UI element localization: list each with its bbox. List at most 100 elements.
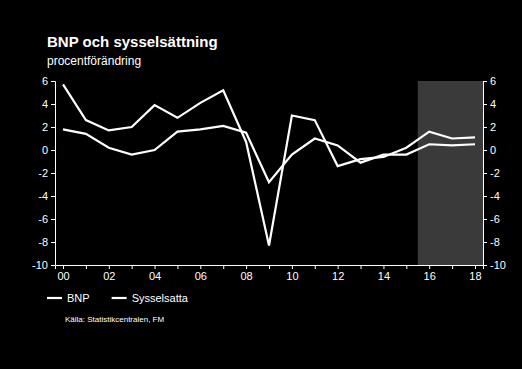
- tick-mark: [223, 265, 224, 269]
- title: BNP och sysselsättning: [47, 33, 218, 50]
- tick: -10: [483, 259, 506, 271]
- tick: -8: [483, 236, 500, 248]
- tick: 4: [483, 98, 496, 110]
- tick-mark: [63, 265, 64, 269]
- tick-mark: [406, 265, 407, 269]
- tick: 4: [42, 98, 55, 110]
- tick-label: 18: [469, 270, 481, 282]
- tick-mark: [361, 265, 362, 269]
- tick: -4: [38, 190, 55, 202]
- legend-swatch: [47, 297, 62, 299]
- tick-label: -6: [38, 213, 48, 225]
- tick-mark: [51, 265, 55, 266]
- tick: [177, 265, 178, 269]
- tick-label: -8: [490, 236, 500, 248]
- tick-mark: [483, 104, 487, 105]
- axis-line: [51, 82, 56, 266]
- tick: [223, 265, 224, 269]
- tick-label: -6: [490, 213, 500, 225]
- tick-label: 0: [42, 144, 48, 156]
- tick-label: 04: [149, 270, 161, 282]
- tick-mark: [483, 127, 487, 128]
- tick-mark: [86, 265, 87, 269]
- frame: [55, 81, 483, 82]
- chart: BNP och sysselsättningprocentförändring0…: [0, 0, 522, 369]
- x-axis: 00 02 04 06 08 10 12 14 16 18: [56, 265, 484, 282]
- tick: 14: [378, 265, 390, 282]
- tick-label: 2: [490, 121, 496, 133]
- legend: BNPSysselsatta: [47, 292, 189, 304]
- forecast-area: [418, 81, 483, 265]
- tick-mark: [315, 265, 316, 269]
- tick-label: 10: [286, 270, 298, 282]
- tick-mark: [132, 265, 133, 269]
- tick-mark: [51, 219, 55, 220]
- tick-mark: [292, 265, 293, 269]
- axis-line: [484, 82, 488, 266]
- tick-label: -10: [490, 259, 506, 271]
- tick: [132, 265, 133, 269]
- tick-mark: [51, 104, 55, 105]
- source: Källa: Statistikcentralen, FM: [65, 315, 164, 324]
- tick-mark: [177, 265, 178, 269]
- tick-mark: [483, 173, 487, 174]
- tick-label: 4: [42, 98, 48, 110]
- tick: 2: [483, 121, 496, 133]
- tick-label: -2: [38, 167, 48, 179]
- line-series: [63, 84, 475, 245]
- tick: 02: [103, 265, 115, 282]
- tick-mark: [483, 242, 487, 243]
- tick-mark: [475, 265, 476, 269]
- tick: 16: [424, 265, 436, 282]
- tick: -4: [483, 190, 500, 202]
- tick-label: 6: [490, 75, 496, 87]
- tick: 0: [42, 144, 55, 156]
- tick-mark: [429, 265, 430, 269]
- tick-mark: [51, 242, 55, 243]
- tick: -8: [38, 236, 55, 248]
- tick-mark: [483, 219, 487, 220]
- tick-mark: [246, 265, 247, 269]
- tick: 6: [42, 75, 55, 87]
- legend-label: Sysselsatta: [132, 292, 189, 304]
- tick-label: 4: [490, 98, 496, 110]
- tick: 18: [469, 265, 481, 282]
- tick: 6: [483, 75, 496, 87]
- tick-mark: [200, 265, 201, 269]
- tick-mark: [269, 265, 270, 269]
- tick-label: 16: [424, 270, 436, 282]
- tick: 10: [286, 265, 298, 282]
- tick-mark: [51, 127, 55, 128]
- tick-mark: [383, 265, 384, 269]
- tick-label: -8: [38, 236, 48, 248]
- tick-mark: [483, 150, 487, 151]
- tick-mark: [483, 81, 487, 82]
- tick-label: 2: [42, 121, 48, 133]
- tick: -2: [483, 167, 500, 179]
- tick-label: -10: [32, 259, 48, 271]
- y2-axis: -10-8-6-4-20246: [483, 75, 506, 271]
- tick-mark: [452, 265, 453, 269]
- tick: 2: [42, 121, 55, 133]
- tick-label: 06: [195, 270, 207, 282]
- tick-mark: [109, 265, 110, 269]
- tick: [269, 265, 270, 269]
- tick-label: 6: [42, 75, 48, 87]
- legend-swatch: [112, 297, 127, 299]
- tick: -10: [32, 259, 55, 271]
- tick: 12: [332, 265, 344, 282]
- tick-label: 08: [240, 270, 252, 282]
- tick: [452, 265, 453, 269]
- tick: 08: [240, 265, 252, 282]
- plot-area: [63, 84, 475, 245]
- line-series: [63, 126, 475, 182]
- tick-mark: [483, 265, 487, 266]
- y-axis: -10 -8 -6 -4 -2 0 2 4 6: [32, 75, 55, 271]
- tick: [86, 265, 87, 269]
- tick-mark: [483, 196, 487, 197]
- tick: -2: [38, 167, 55, 179]
- tick-label: -4: [38, 190, 48, 202]
- tick: 00: [57, 265, 69, 282]
- tick-label: 02: [103, 270, 115, 282]
- tick: [315, 265, 316, 269]
